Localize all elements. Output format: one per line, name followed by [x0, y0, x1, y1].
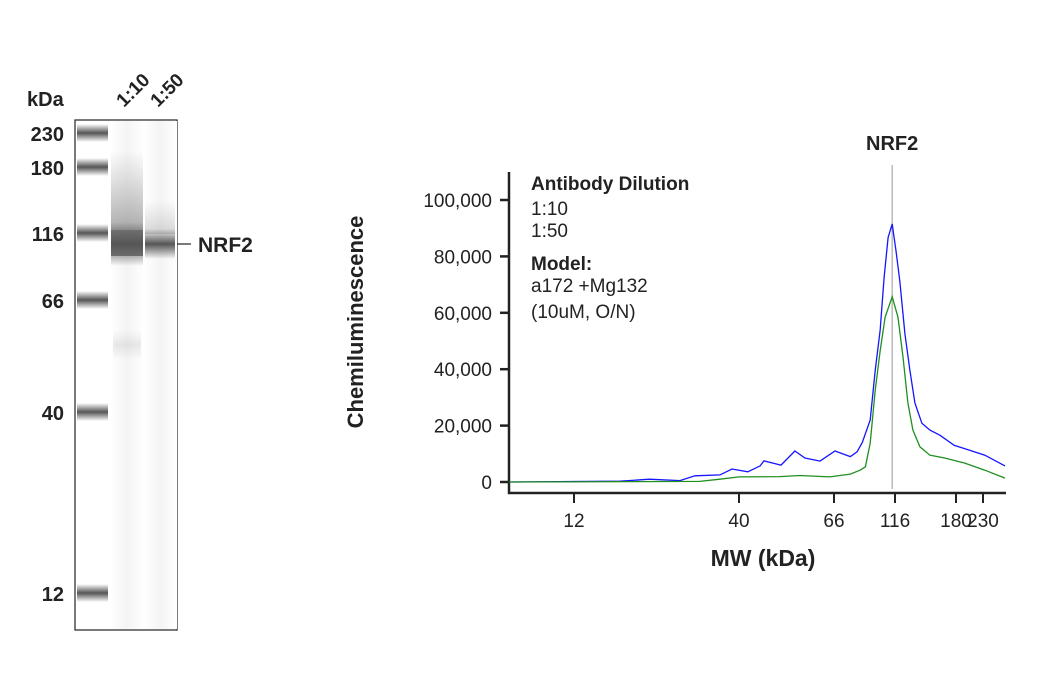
y-ticks: 0 20,000 40,000 60,000 80,000 100,000 — [423, 191, 509, 494]
ladder-label-230: 230 — [31, 124, 64, 146]
legend: Antibody Dilution 1:10 1:50 Model: a172 … — [531, 174, 689, 323]
gel-panel: kDa 1:10 1:50 NRF2 — [27, 70, 253, 631]
legend-model-title: Model: — [531, 254, 592, 275]
y-tick-label: 100,000 — [423, 191, 492, 212]
gel-lane-label-2: 1:50 — [147, 70, 189, 112]
ladder-band-40 — [77, 403, 108, 421]
gel-unit-label: kDa — [27, 89, 65, 111]
ladder-label-12: 12 — [42, 584, 64, 606]
y-tick-label: 20,000 — [434, 417, 492, 438]
series-line-1-10 — [508, 223, 1006, 483]
ladder-band-116 — [77, 224, 108, 242]
gel-nrf2-label: NRF2 — [198, 234, 253, 257]
x-tick-label: 40 — [728, 511, 749, 532]
gel-lane-label-1: 1:10 — [113, 70, 155, 112]
legend-entry-1-50: 1:50 — [531, 221, 568, 242]
series-lines — [508, 223, 1006, 483]
x-tick-label: 116 — [880, 511, 910, 532]
gel-smear-lane-1 — [111, 150, 143, 230]
ladder-label-180: 180 — [31, 158, 64, 180]
ladder-label-66: 66 — [42, 291, 64, 313]
y-tick-label: 80,000 — [434, 247, 492, 268]
y-tick-label: 0 — [481, 473, 492, 494]
gel-ladder — [77, 124, 108, 602]
gel-smear-lane-2 — [145, 200, 175, 234]
series-line-1-50 — [508, 294, 1006, 483]
ladder-band-180 — [77, 158, 108, 176]
x-tick-label: 12 — [563, 511, 584, 532]
y-tick-label: 60,000 — [434, 304, 492, 325]
y-axis-label: Chemiluminescence — [343, 216, 368, 429]
ladder-label-40: 40 — [42, 403, 64, 425]
x-tick-label: 66 — [823, 511, 844, 532]
y-tick-label: 40,000 — [434, 360, 492, 381]
legend-model-line-2: (10uM, O/N) — [531, 302, 636, 323]
gel-band-lane-2 — [145, 229, 175, 259]
gel-band-core-lane-1 — [111, 230, 143, 256]
x-axis-label: MW (kDa) — [711, 545, 816, 571]
gel-faint-band-lane-1 — [113, 330, 141, 360]
ladder-band-12 — [77, 584, 108, 602]
x-tick-label: 180 — [940, 511, 972, 532]
nrf2-marker-label: NRF2 — [866, 133, 918, 155]
ladder-band-66 — [77, 291, 108, 309]
gel-lane-2 — [144, 121, 177, 629]
legend-title: Antibody Dilution — [531, 174, 689, 195]
legend-model-line-1: a172 +Mg132 — [531, 276, 648, 297]
legend-entry-1-10: 1:10 — [531, 199, 568, 220]
ladder-label-116: 116 — [32, 224, 64, 246]
ladder-band-230 — [77, 124, 108, 142]
chart-panel: Chemiluminescence MW (kDa) 0 20,000 40,000… — [343, 133, 1006, 571]
x-tick-label: 230 — [967, 511, 999, 532]
